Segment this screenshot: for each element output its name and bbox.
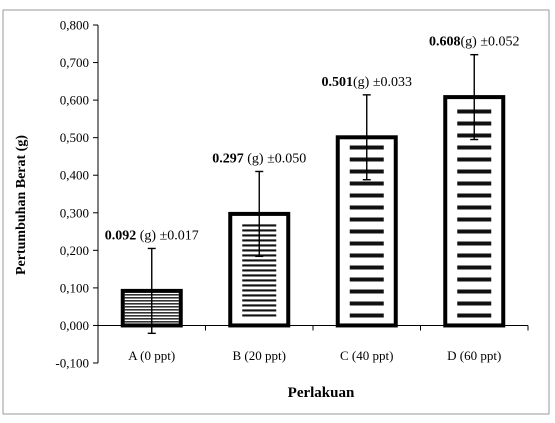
y-tick-label: 0,500 — [60, 130, 89, 145]
data-label-unit: (g) — [460, 35, 480, 50]
y-axis-title: Pertumbuhan Berat (g) — [14, 135, 29, 275]
data-label-unit: (g) — [353, 75, 373, 90]
x-tick-label: A (0 ppt) — [128, 348, 175, 363]
bar — [228, 211, 291, 328]
y-tick-label: -0,100 — [55, 356, 89, 371]
y-tick-label: 0,200 — [60, 243, 89, 258]
y-tick-label: 0,700 — [60, 55, 89, 70]
data-label-sd: ±0.033 — [373, 75, 412, 90]
x-tick-label: D (60 ppt) — [447, 348, 501, 363]
y-tick-label: 0,000 — [60, 318, 89, 333]
data-label-sd: ±0.017 — [160, 228, 199, 243]
data-label-value: 0.608 — [429, 35, 461, 50]
x-tick-label: B (20 ppt) — [233, 348, 286, 363]
data-label-value: 0.092 — [105, 228, 137, 243]
data-label: 0.297 (g) ±0.050 — [212, 151, 306, 166]
y-tick-label: 0,100 — [60, 280, 89, 295]
x-tick-label: C (40 ppt) — [340, 348, 393, 363]
y-tick-label: 0,800 — [60, 18, 89, 33]
data-label-value: 0.501 — [321, 75, 353, 90]
data-label-unit: (g) — [136, 228, 159, 243]
data-label: 0.501(g) ±0.033 — [321, 75, 412, 90]
data-label-sd: ±0.050 — [267, 151, 306, 166]
y-tick-label: 0,400 — [60, 168, 89, 183]
data-label-unit: (g) — [244, 151, 267, 166]
x-axis-title: Perlakuan — [288, 385, 355, 401]
data-label: 0.092 (g) ±0.017 — [105, 228, 199, 243]
data-label-sd: ±0.052 — [480, 35, 519, 50]
data-label-value: 0.297 — [212, 151, 244, 166]
y-tick-label: 0,600 — [60, 93, 89, 108]
y-tick-label: 0,300 — [60, 205, 89, 220]
data-label: 0.608(g) ±0.052 — [429, 35, 520, 50]
